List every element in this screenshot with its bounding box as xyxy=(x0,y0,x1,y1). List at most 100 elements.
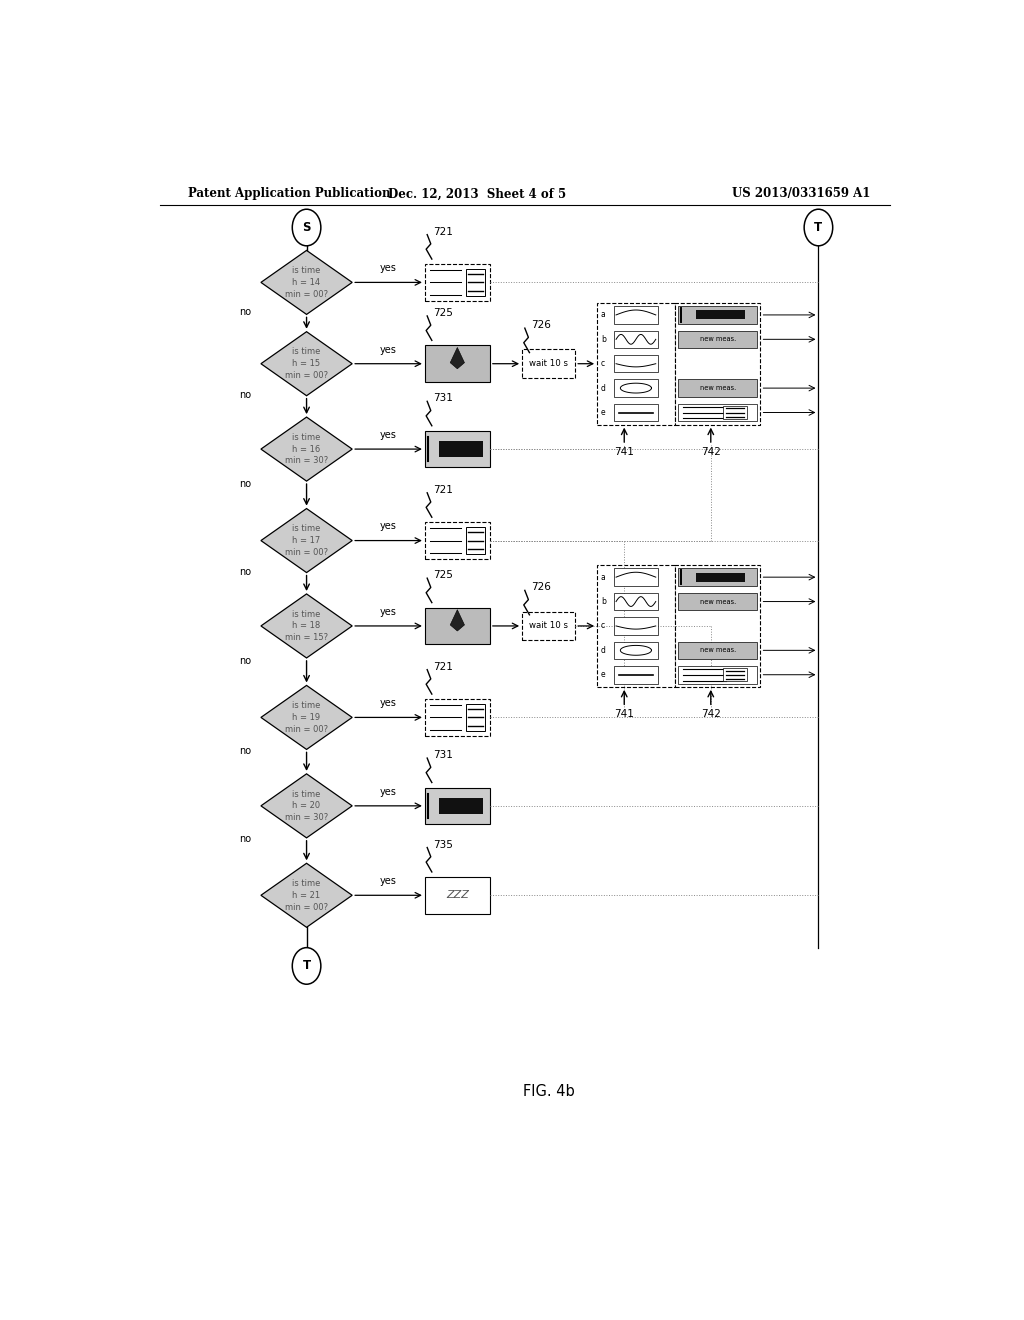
Text: new meas.: new meas. xyxy=(699,598,736,605)
Text: no: no xyxy=(239,834,251,845)
Text: no: no xyxy=(239,479,251,488)
Text: FIG. 4b: FIG. 4b xyxy=(522,1084,574,1100)
Bar xyxy=(678,593,758,610)
Bar xyxy=(675,302,761,425)
Text: T: T xyxy=(302,960,310,973)
Text: wait 10 s: wait 10 s xyxy=(529,622,568,631)
Text: 735: 735 xyxy=(433,840,454,850)
Polygon shape xyxy=(261,594,352,657)
Text: no: no xyxy=(239,568,251,577)
Bar xyxy=(425,607,489,644)
Bar xyxy=(522,611,575,640)
Bar xyxy=(613,569,658,586)
Text: 721: 721 xyxy=(433,661,454,672)
Text: S: S xyxy=(302,220,311,234)
Text: yes: yes xyxy=(380,876,397,886)
Text: is time
h = 16
min = 30?: is time h = 16 min = 30? xyxy=(285,433,328,466)
Text: 742: 742 xyxy=(700,447,721,457)
Text: Dec. 12, 2013  Sheet 4 of 5: Dec. 12, 2013 Sheet 4 of 5 xyxy=(388,187,566,201)
Polygon shape xyxy=(261,417,352,480)
Bar xyxy=(597,302,675,425)
Bar xyxy=(466,269,485,296)
Bar xyxy=(466,528,485,553)
Bar xyxy=(613,618,658,635)
Polygon shape xyxy=(261,685,352,750)
Polygon shape xyxy=(261,331,352,396)
Text: ZZZ: ZZZ xyxy=(445,890,469,900)
Text: no: no xyxy=(239,308,251,317)
Text: yes: yes xyxy=(380,263,397,273)
Text: yes: yes xyxy=(380,607,397,616)
Text: 741: 741 xyxy=(614,447,634,457)
Text: yes: yes xyxy=(380,698,397,709)
Text: yes: yes xyxy=(380,345,397,355)
Text: T: T xyxy=(814,220,822,234)
Bar xyxy=(723,407,748,418)
Text: Patent Application Publication: Patent Application Publication xyxy=(187,187,390,201)
Bar xyxy=(613,355,658,372)
Bar xyxy=(466,705,485,730)
Polygon shape xyxy=(261,508,352,573)
Text: is time
h = 21
min = 00?: is time h = 21 min = 00? xyxy=(285,879,328,912)
Bar xyxy=(425,700,489,735)
Text: d: d xyxy=(601,645,606,655)
Polygon shape xyxy=(261,774,352,838)
Circle shape xyxy=(292,209,321,246)
Bar xyxy=(613,593,658,610)
Text: is time
h = 14
min = 00?: is time h = 14 min = 00? xyxy=(285,267,328,298)
Polygon shape xyxy=(451,347,465,368)
Text: no: no xyxy=(239,746,251,755)
Bar xyxy=(425,876,489,913)
Text: is time
h = 18
min = 15?: is time h = 18 min = 15? xyxy=(285,610,328,643)
Text: US 2013/0331659 A1: US 2013/0331659 A1 xyxy=(731,187,870,201)
Text: yes: yes xyxy=(380,521,397,532)
Polygon shape xyxy=(451,610,465,631)
Text: b: b xyxy=(601,335,606,343)
Bar xyxy=(696,310,745,319)
Bar xyxy=(678,569,758,586)
Bar xyxy=(678,330,758,348)
Text: no: no xyxy=(239,391,251,400)
Text: c: c xyxy=(601,622,605,631)
Text: is time
h = 20
min = 30?: is time h = 20 min = 30? xyxy=(285,789,328,822)
Bar xyxy=(678,306,758,323)
Bar xyxy=(613,330,658,348)
Bar xyxy=(425,430,489,467)
Text: 725: 725 xyxy=(433,570,454,581)
Bar xyxy=(613,642,658,659)
Text: is time
h = 17
min = 00?: is time h = 17 min = 00? xyxy=(285,524,328,557)
Bar xyxy=(522,350,575,378)
Bar xyxy=(613,306,658,323)
Text: is time
h = 19
min = 00?: is time h = 19 min = 00? xyxy=(285,701,328,734)
Circle shape xyxy=(292,948,321,985)
Bar xyxy=(597,565,675,686)
Text: 725: 725 xyxy=(433,308,454,318)
Text: 721: 721 xyxy=(433,227,454,236)
Bar xyxy=(425,264,489,301)
Bar xyxy=(439,799,482,813)
Text: e: e xyxy=(601,671,605,680)
Text: 741: 741 xyxy=(614,709,634,719)
Bar xyxy=(613,667,658,684)
Polygon shape xyxy=(261,863,352,928)
Circle shape xyxy=(804,209,833,246)
Text: 731: 731 xyxy=(433,750,454,760)
Text: new meas.: new meas. xyxy=(699,337,736,342)
Bar xyxy=(678,379,758,397)
Text: no: no xyxy=(239,656,251,665)
Bar xyxy=(425,523,489,558)
Text: 726: 726 xyxy=(531,582,551,593)
Bar xyxy=(613,404,658,421)
Text: d: d xyxy=(601,384,606,392)
Bar xyxy=(678,404,758,421)
Text: wait 10 s: wait 10 s xyxy=(529,359,568,368)
Bar xyxy=(678,642,758,659)
Text: yes: yes xyxy=(380,430,397,440)
Text: is time
h = 15
min = 00?: is time h = 15 min = 00? xyxy=(285,347,328,380)
Bar xyxy=(696,573,745,582)
Text: new meas.: new meas. xyxy=(699,647,736,653)
Bar xyxy=(723,668,748,681)
Text: 726: 726 xyxy=(531,321,551,330)
Text: c: c xyxy=(601,359,605,368)
Text: b: b xyxy=(601,597,606,606)
